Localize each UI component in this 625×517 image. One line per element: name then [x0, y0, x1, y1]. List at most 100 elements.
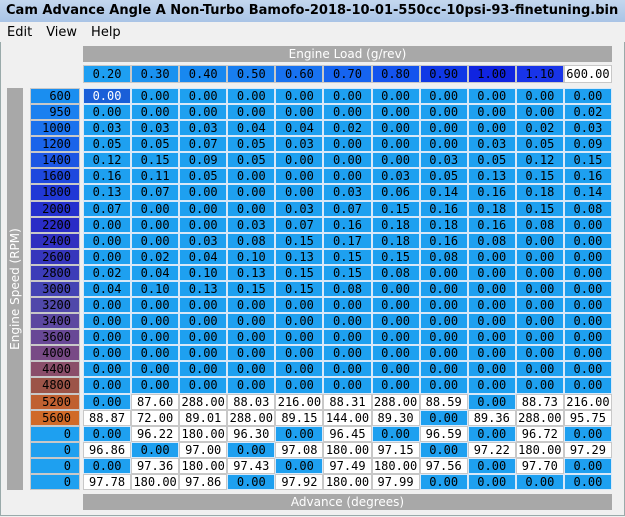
- table-cell[interactable]: 0.00: [467, 345, 516, 362]
- table-cell[interactable]: 0.00: [371, 345, 420, 362]
- table-cell[interactable]: 0.00: [227, 184, 276, 201]
- table-cell[interactable]: 0.13: [83, 184, 132, 201]
- table-cell[interactable]: 0.00: [467, 377, 516, 394]
- table-cell[interactable]: 0.05: [179, 168, 228, 185]
- table-cell[interactable]: 0.15: [275, 232, 324, 249]
- table-cell[interactable]: 0.00: [515, 297, 564, 314]
- table-cell[interactable]: 0.09: [563, 136, 612, 153]
- table-cell[interactable]: 0.00: [467, 329, 516, 346]
- table-cell[interactable]: 0.00: [131, 232, 180, 249]
- table-cell[interactable]: 0.00: [419, 280, 468, 298]
- table-cell[interactable]: 0.00: [563, 473, 612, 490]
- table-cell[interactable]: 0.00: [467, 264, 516, 281]
- table-cell[interactable]: 0.00: [419, 409, 468, 426]
- table-cell[interactable]: 0.00: [323, 377, 372, 394]
- table-cell[interactable]: 0.00: [227, 313, 276, 330]
- table-cell[interactable]: 0.00: [563, 313, 612, 330]
- table-cell[interactable]: 288.00: [179, 393, 228, 410]
- table-cell[interactable]: 88.73: [515, 393, 564, 410]
- table-cell[interactable]: 0.00: [515, 473, 564, 490]
- table-cell[interactable]: 0.00: [227, 104, 276, 121]
- table-cell[interactable]: 0.00: [515, 361, 564, 378]
- table-cell[interactable]: 96.86: [83, 441, 132, 458]
- table-cell[interactable]: 0.00: [131, 104, 180, 121]
- table-cell[interactable]: 0.00: [83, 297, 132, 314]
- table-cell[interactable]: 0.08: [371, 264, 420, 281]
- table-cell[interactable]: 0.05: [227, 136, 276, 153]
- table-cell[interactable]: 0.00: [467, 457, 516, 474]
- table-cell[interactable]: 0.00: [179, 200, 228, 217]
- table-cell[interactable]: 97.99: [371, 473, 420, 490]
- table-cell[interactable]: 0.00: [131, 441, 180, 458]
- table-cell[interactable]: 0.03: [371, 168, 420, 185]
- table-cell[interactable]: 0.15: [275, 264, 324, 281]
- table-cell[interactable]: 0.07: [83, 200, 132, 217]
- table-cell[interactable]: 0.00: [179, 184, 228, 201]
- table-cell[interactable]: 0.13: [179, 280, 228, 298]
- table-cell[interactable]: 0.10: [131, 280, 180, 298]
- table-cell[interactable]: 0.00: [83, 313, 132, 330]
- table-cell[interactable]: 0.00: [227, 168, 276, 185]
- table-cell[interactable]: 0.00: [563, 88, 612, 105]
- table-cell[interactable]: 0.00: [371, 120, 420, 137]
- table-cell[interactable]: 0.00: [563, 345, 612, 362]
- table-cell[interactable]: 0.00: [371, 280, 420, 298]
- table-cell[interactable]: 0.00: [515, 88, 564, 105]
- table-cell[interactable]: 0.18: [515, 184, 564, 201]
- table-cell[interactable]: 95.75: [563, 409, 612, 426]
- table-cell[interactable]: 0.00: [419, 377, 468, 394]
- table-cell[interactable]: 0.18: [371, 216, 420, 233]
- table-cell[interactable]: 0.00: [371, 313, 420, 330]
- table-cell[interactable]: 0.00: [371, 104, 420, 121]
- table-cell[interactable]: 0.00: [515, 280, 564, 298]
- table-cell[interactable]: 0.00: [275, 88, 324, 105]
- table-cell[interactable]: 0.04: [83, 280, 132, 298]
- table-cell[interactable]: 0.03: [83, 120, 132, 137]
- table-cell[interactable]: 0.00: [371, 297, 420, 314]
- table-cell[interactable]: 0.00: [563, 457, 612, 474]
- table-cell[interactable]: 0.00: [563, 216, 612, 233]
- table-cell[interactable]: 0.08: [467, 232, 516, 249]
- table-cell[interactable]: 0.00: [275, 361, 324, 378]
- table-cell[interactable]: 0.00: [467, 104, 516, 121]
- table-cell[interactable]: 0.00: [563, 232, 612, 249]
- table-cell[interactable]: 0.03: [227, 216, 276, 233]
- table-cell[interactable]: 0.05: [419, 168, 468, 185]
- table-cell[interactable]: 0.00: [275, 457, 324, 474]
- table-cell[interactable]: 0.02: [515, 120, 564, 137]
- table-cell[interactable]: 97.78: [83, 473, 132, 490]
- table-cell[interactable]: 0.15: [371, 200, 420, 217]
- table-cell[interactable]: 0.00: [467, 361, 516, 378]
- table-cell[interactable]: 144.00: [323, 409, 372, 426]
- table-cell[interactable]: 0.00: [131, 216, 180, 233]
- table-cell[interactable]: 0.15: [131, 152, 180, 169]
- table-cell[interactable]: 0.15: [323, 264, 372, 281]
- table-cell[interactable]: 0.13: [467, 168, 516, 185]
- table-cell[interactable]: 0.00: [419, 473, 468, 490]
- table-cell[interactable]: 0.07: [179, 136, 228, 153]
- table-cell[interactable]: 0.06: [371, 184, 420, 201]
- table-cell[interactable]: 0.14: [419, 184, 468, 201]
- table-cell[interactable]: 0.00: [83, 377, 132, 394]
- table-cell[interactable]: 0.05: [131, 136, 180, 153]
- menu-item[interactable]: View: [46, 25, 78, 40]
- table-cell[interactable]: 0.00: [275, 104, 324, 121]
- table-cell[interactable]: 180.00: [323, 441, 372, 458]
- table-cell[interactable]: 0.04: [227, 120, 276, 137]
- table-cell[interactable]: 0.18: [371, 232, 420, 249]
- table-cell[interactable]: 0.15: [563, 152, 612, 169]
- table-cell[interactable]: 0.00: [227, 441, 276, 458]
- table-cell[interactable]: 0.00: [275, 184, 324, 201]
- table-cell[interactable]: 0.00: [515, 329, 564, 346]
- table-cell[interactable]: 0.00: [179, 313, 228, 330]
- table-cell[interactable]: 96.59: [419, 425, 468, 442]
- table-cell[interactable]: 0.08: [323, 280, 372, 298]
- table-cell[interactable]: 0.00: [83, 88, 132, 105]
- table-cell[interactable]: 0.18: [419, 216, 468, 233]
- table-cell[interactable]: 0.00: [467, 393, 516, 410]
- table-cell[interactable]: 288.00: [371, 393, 420, 410]
- table-cell[interactable]: 0.02: [563, 104, 612, 121]
- table-cell[interactable]: 0.03: [563, 120, 612, 137]
- table-cell[interactable]: 0.00: [275, 377, 324, 394]
- table-cell[interactable]: 0.15: [371, 248, 420, 265]
